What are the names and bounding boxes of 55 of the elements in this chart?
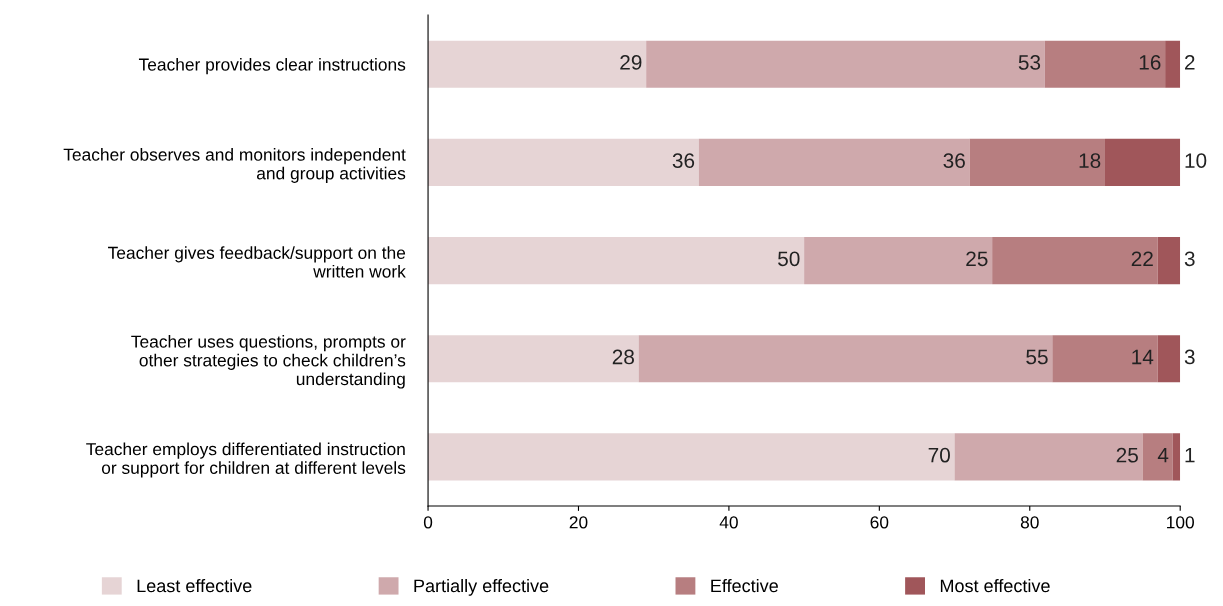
y-tick-label: Teacher uses questions, prompts or other strategies to check children’s understanding (131, 335, 406, 389)
bar (804, 237, 993, 285)
bar (428, 335, 639, 383)
x-tick-label: 80 (1020, 516, 1039, 529)
legend-label: Effective (711, 578, 778, 593)
x-tick-label: 20 (569, 516, 588, 529)
y-tick-label: Teacher observes and monitors independent and group activities (63, 148, 406, 183)
bar (1104, 138, 1181, 186)
data-label: 25 (1116, 447, 1138, 463)
data-label: 16 (1139, 55, 1161, 70)
bar (428, 433, 955, 481)
y-tick-label: Teacher employs differentiated instruction or support for children at different levels (86, 442, 406, 478)
data-label: 4 (1157, 447, 1169, 463)
bar (428, 237, 805, 285)
data-label: 36 (943, 153, 965, 168)
data-label: 53 (1018, 55, 1041, 70)
data-label: 1 (1185, 447, 1195, 463)
bar (1142, 433, 1173, 481)
bar (969, 138, 1105, 186)
data-label: 22 (1131, 251, 1153, 266)
bar (1172, 433, 1181, 481)
bar (698, 138, 970, 186)
data-label: 3 (1184, 251, 1195, 267)
bar (638, 335, 1053, 383)
y-tick-label: Teacher provides clear instructions (138, 57, 406, 75)
data-label: 18 (1079, 153, 1101, 168)
data-label: 3 (1184, 349, 1195, 365)
bar (992, 237, 1158, 285)
data-label: 14 (1132, 349, 1154, 365)
data-label: 70 (928, 447, 950, 463)
bar (1165, 40, 1181, 88)
data-label: 25 (966, 251, 988, 267)
bar (646, 40, 1045, 88)
x-tick-label: 60 (870, 516, 889, 529)
bar (1052, 335, 1158, 383)
bar (1157, 237, 1181, 285)
legend-label: Partially effective (414, 578, 549, 596)
data-label: 36 (672, 153, 695, 168)
x-tick-label: 40 (719, 516, 738, 529)
data-label: 2 (1185, 55, 1195, 70)
bar (428, 138, 699, 186)
data-label: 10 (1185, 153, 1207, 168)
data-label: 55 (1026, 349, 1048, 365)
legend-label: Most effective (940, 578, 1050, 593)
x-tick-label: 100 (1167, 516, 1194, 529)
bar (954, 433, 1143, 481)
bar (1044, 40, 1166, 88)
x-tick-label: 0 (423, 516, 433, 529)
legend-label: Least effective (137, 578, 252, 593)
bar (1157, 335, 1181, 383)
data-label: 29 (620, 55, 642, 70)
data-label: 50 (778, 251, 800, 267)
data-label: 28 (612, 349, 634, 365)
y-tick-label: Teacher gives feedback/support on the written work (108, 246, 406, 278)
bar (428, 40, 647, 88)
